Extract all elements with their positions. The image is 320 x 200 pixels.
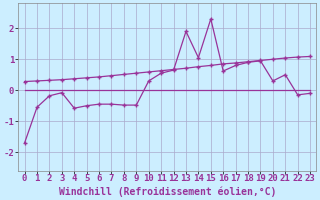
X-axis label: Windchill (Refroidissement éolien,°C): Windchill (Refroidissement éolien,°C) bbox=[59, 186, 276, 197]
